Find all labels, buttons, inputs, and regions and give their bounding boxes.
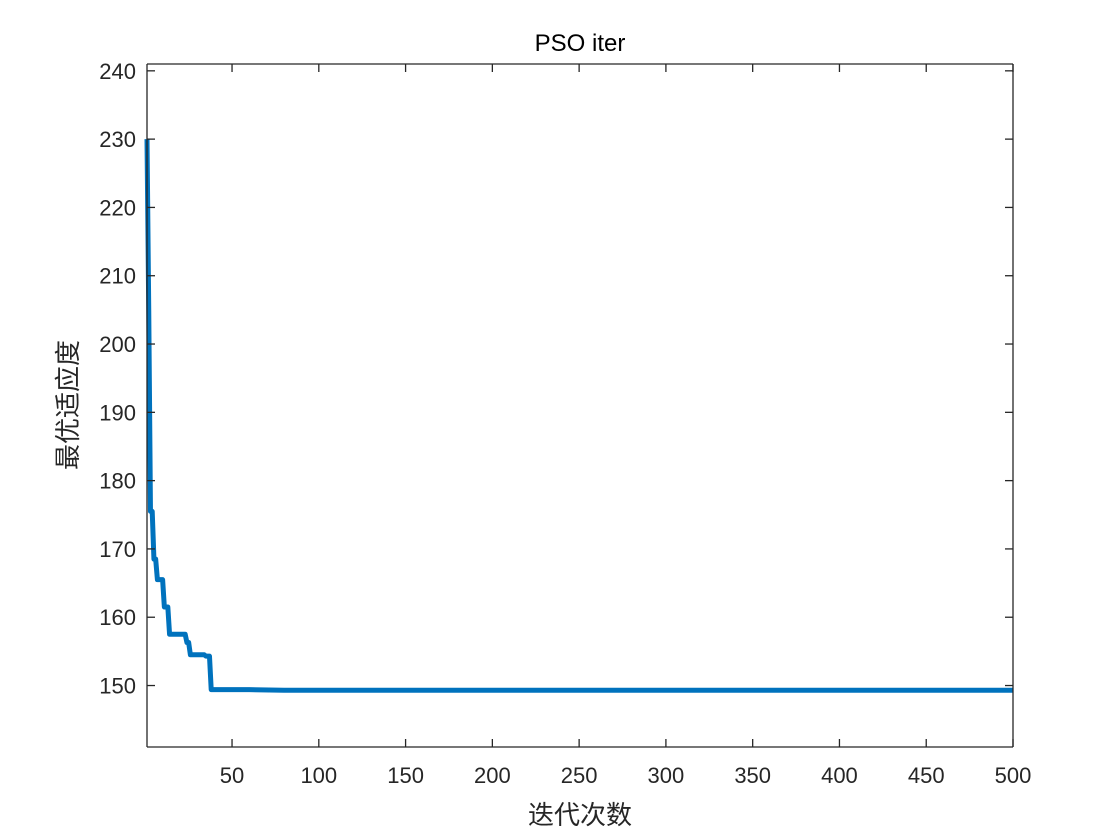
series-layer (144, 139, 1013, 693)
y-tick-label: 230 (99, 127, 136, 152)
y-tick-label: 170 (99, 537, 136, 562)
series-line-1 (144, 139, 1013, 693)
y-tick-label: 200 (99, 332, 136, 357)
y-tick-label: 180 (99, 469, 136, 494)
y-tick-label: 190 (99, 400, 136, 425)
x-tick-label: 300 (648, 763, 685, 788)
x-tick-label: 250 (561, 763, 598, 788)
x-tick-label: 200 (474, 763, 511, 788)
x-tick-label: 350 (734, 763, 771, 788)
y-axis-label: 最优适应度 (54, 340, 84, 470)
x-tick-label: 500 (995, 763, 1032, 788)
y-tick-label: 220 (99, 195, 136, 220)
y-tick-label: 160 (99, 605, 136, 630)
y-tick-label: 240 (99, 59, 136, 84)
x-axis-label: 迭代次数 (528, 801, 632, 831)
x-tick-label: 100 (300, 763, 337, 788)
y-tick-label: 150 (99, 674, 136, 699)
y-tick-label: 210 (99, 264, 136, 289)
x-tick-label: 150 (387, 763, 424, 788)
plot-area (147, 64, 1013, 747)
x-tick-label: 50 (220, 763, 244, 788)
ticks-layer: 50 100 150 200 250 300 350 400 450 500 150 160 170 18… (99, 59, 1031, 788)
axes-layer (146, 63, 1014, 748)
chart-title: PSO iter (535, 30, 626, 57)
x-tick-label: 400 (821, 763, 858, 788)
x-tick-label: 450 (908, 763, 945, 788)
